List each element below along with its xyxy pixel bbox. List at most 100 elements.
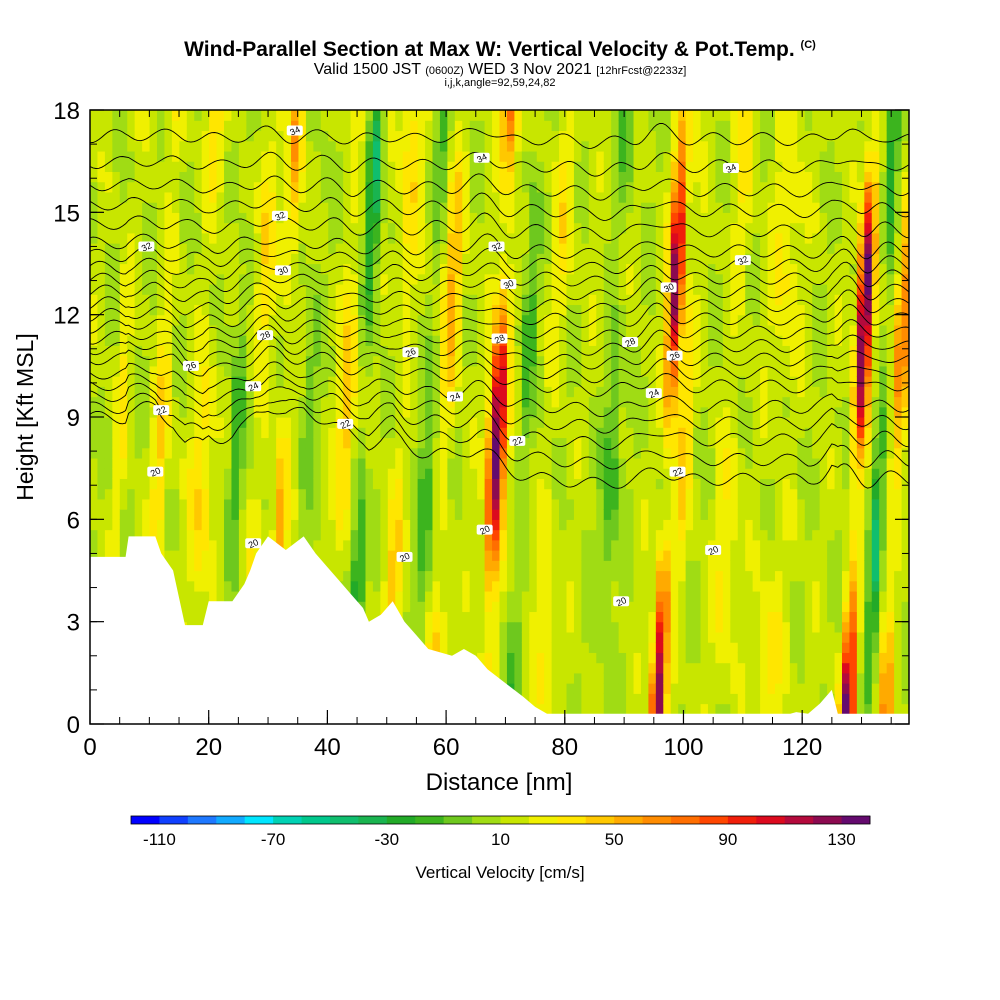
velocity-cell <box>454 509 463 520</box>
velocity-cell <box>454 140 463 152</box>
velocity-cell <box>551 386 560 398</box>
velocity-cell <box>350 468 359 479</box>
velocity-cell <box>454 324 463 336</box>
velocity-cell <box>678 263 687 275</box>
velocity-cell <box>142 457 151 469</box>
velocity-cell <box>268 335 277 346</box>
velocity-cell <box>328 191 337 203</box>
velocity-cell <box>194 417 203 428</box>
velocity-cell <box>633 427 642 439</box>
velocity-cell <box>253 345 262 357</box>
velocity-cell <box>529 365 538 377</box>
velocity-cell <box>670 437 679 449</box>
velocity-cell <box>581 550 590 561</box>
velocity-cell <box>566 693 575 705</box>
velocity-cell <box>454 191 463 203</box>
velocity-cell <box>536 560 545 572</box>
velocity-cell <box>201 243 210 254</box>
velocity-cell <box>492 120 501 132</box>
velocity-cell <box>350 171 359 183</box>
velocity-cell <box>618 161 627 172</box>
velocity-cell <box>536 580 545 592</box>
velocity-cell <box>231 580 240 592</box>
velocity-cell <box>425 324 434 336</box>
velocity-cell <box>663 652 672 664</box>
velocity-cell <box>700 457 709 469</box>
velocity-cell <box>372 437 381 449</box>
velocity-cell <box>179 509 188 520</box>
velocity-cell <box>320 263 329 275</box>
velocity-cell <box>417 590 426 602</box>
velocity-cell <box>544 396 553 408</box>
velocity-cell <box>618 703 627 715</box>
velocity-cell <box>439 519 448 531</box>
velocity-cell <box>417 406 426 418</box>
velocity-cell <box>640 212 650 224</box>
velocity-cell <box>179 427 188 439</box>
velocity-cell <box>521 386 530 398</box>
velocity-cell <box>90 263 99 275</box>
velocity-cell <box>410 498 419 510</box>
velocity-cell <box>343 396 352 408</box>
velocity-cell <box>365 509 374 520</box>
velocity-cell <box>588 150 597 162</box>
velocity-cell <box>253 324 262 336</box>
velocity-cell <box>298 365 307 377</box>
velocity-cell <box>291 191 300 203</box>
velocity-cell <box>469 263 478 275</box>
velocity-cell <box>514 355 523 367</box>
velocity-cell <box>700 283 709 295</box>
velocity-cell <box>90 314 99 326</box>
velocity-cell <box>298 437 307 449</box>
velocity-cell <box>298 457 307 469</box>
velocity-cell <box>97 417 106 428</box>
velocity-cell <box>618 498 627 510</box>
velocity-cell <box>469 539 478 551</box>
velocity-cell <box>581 570 590 582</box>
velocity-cell <box>246 120 255 132</box>
velocity-cell <box>499 427 508 439</box>
velocity-cell <box>603 529 612 541</box>
velocity-cell <box>231 529 240 541</box>
velocity-cell <box>268 161 277 172</box>
velocity-cell <box>596 386 605 398</box>
velocity-cell <box>380 191 389 203</box>
velocity-cell <box>305 324 314 336</box>
velocity-cell <box>157 110 166 121</box>
velocity-cell <box>104 437 113 449</box>
velocity-cell <box>104 150 113 162</box>
velocity-cell <box>499 662 508 674</box>
velocity-cell <box>387 590 396 602</box>
velocity-cell <box>90 550 99 561</box>
velocity-cell <box>506 222 515 234</box>
velocity-cell <box>663 642 672 653</box>
velocity-cell <box>439 396 448 408</box>
velocity-cell <box>380 580 389 592</box>
velocity-cell <box>559 345 568 357</box>
velocity-cell <box>477 447 486 459</box>
velocity-cell <box>104 294 113 306</box>
velocity-cell <box>678 191 687 203</box>
velocity-cell <box>573 283 582 295</box>
velocity-cell <box>618 570 627 582</box>
velocity-cell <box>410 161 419 172</box>
velocity-cell <box>432 570 441 582</box>
velocity-cell <box>514 263 523 275</box>
velocity-cell <box>134 161 143 172</box>
velocity-cell <box>298 283 307 295</box>
velocity-cell <box>685 212 694 224</box>
velocity-cell <box>142 427 151 439</box>
velocity-cell <box>313 345 322 357</box>
velocity-cell <box>417 386 426 398</box>
velocity-cell <box>320 273 329 285</box>
velocity-cell <box>276 202 285 213</box>
velocity-cell <box>209 509 218 520</box>
velocity-cell <box>693 580 702 592</box>
velocity-cell <box>477 529 486 541</box>
velocity-cell <box>484 570 493 582</box>
velocity-cell <box>439 110 448 121</box>
velocity-cell <box>566 120 575 132</box>
velocity-cell <box>157 437 166 449</box>
velocity-cell <box>633 529 642 541</box>
velocity-cell <box>536 212 545 224</box>
